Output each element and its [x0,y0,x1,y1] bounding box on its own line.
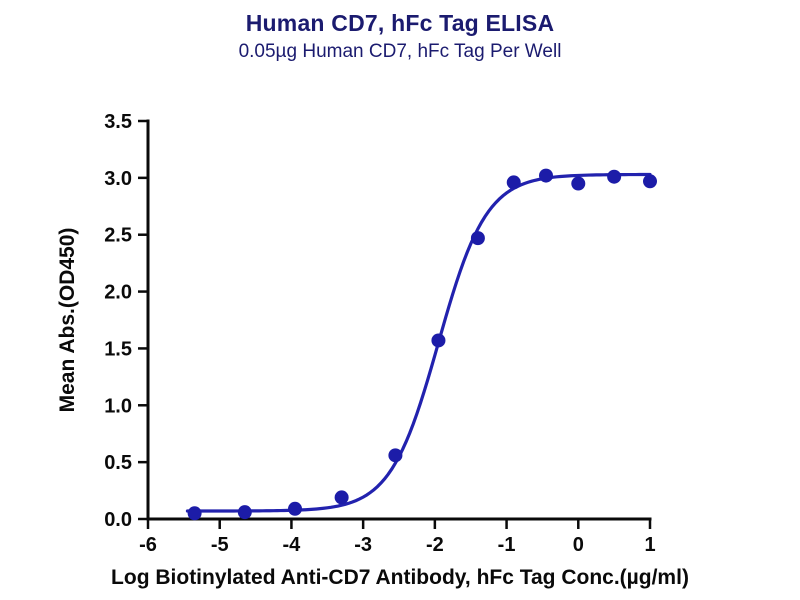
chart-title: Human CD7, hFc Tag ELISA [245,10,555,36]
axis-spines [146,119,652,521]
x-tick-label: -4 [283,534,302,556]
x-tick-label: -6 [139,534,157,556]
y-tick-label: 1.5 [104,338,132,360]
elisa-plot: Log Biotinylated Anti-CD7 Antibody, hFc … [56,111,689,589]
data-point [643,174,657,189]
y-tick-label: 2.0 [104,282,132,304]
y-tick-label: 1.0 [104,395,132,417]
x-tick-label: -5 [211,534,229,556]
data-point [187,506,202,521]
data-point [288,501,303,516]
y-tick-label: 3.0 [104,168,132,190]
data-point [506,175,521,190]
data-point [571,176,586,191]
data-point [431,333,446,348]
x-tick-label: -1 [498,534,516,556]
x-axis-label: Log Biotinylated Anti-CD7 Antibody, hFc … [111,566,689,589]
y-tick-label: 0.5 [104,452,132,474]
data-point [237,505,252,520]
chart-subtitle: 0.05µg Human CD7, hFc Tag Per Well [238,41,562,62]
x-tick-label: 1 [644,534,655,556]
y-tick-label: 3.5 [104,111,132,133]
data-point [334,490,349,505]
x-tick-label: -2 [426,534,444,556]
data-point [539,168,554,183]
x-tick-label: -3 [354,534,372,556]
fit-curve [185,172,652,513]
data-point [388,448,403,463]
y-tick-label: 0.0 [104,509,132,531]
y-axis-label: Mean Abs.(OD450) [56,228,79,413]
data-point [470,231,485,246]
data-point [607,169,622,184]
x-tick-label: 0 [573,534,584,556]
y-tick-label: 2.5 [104,225,132,247]
